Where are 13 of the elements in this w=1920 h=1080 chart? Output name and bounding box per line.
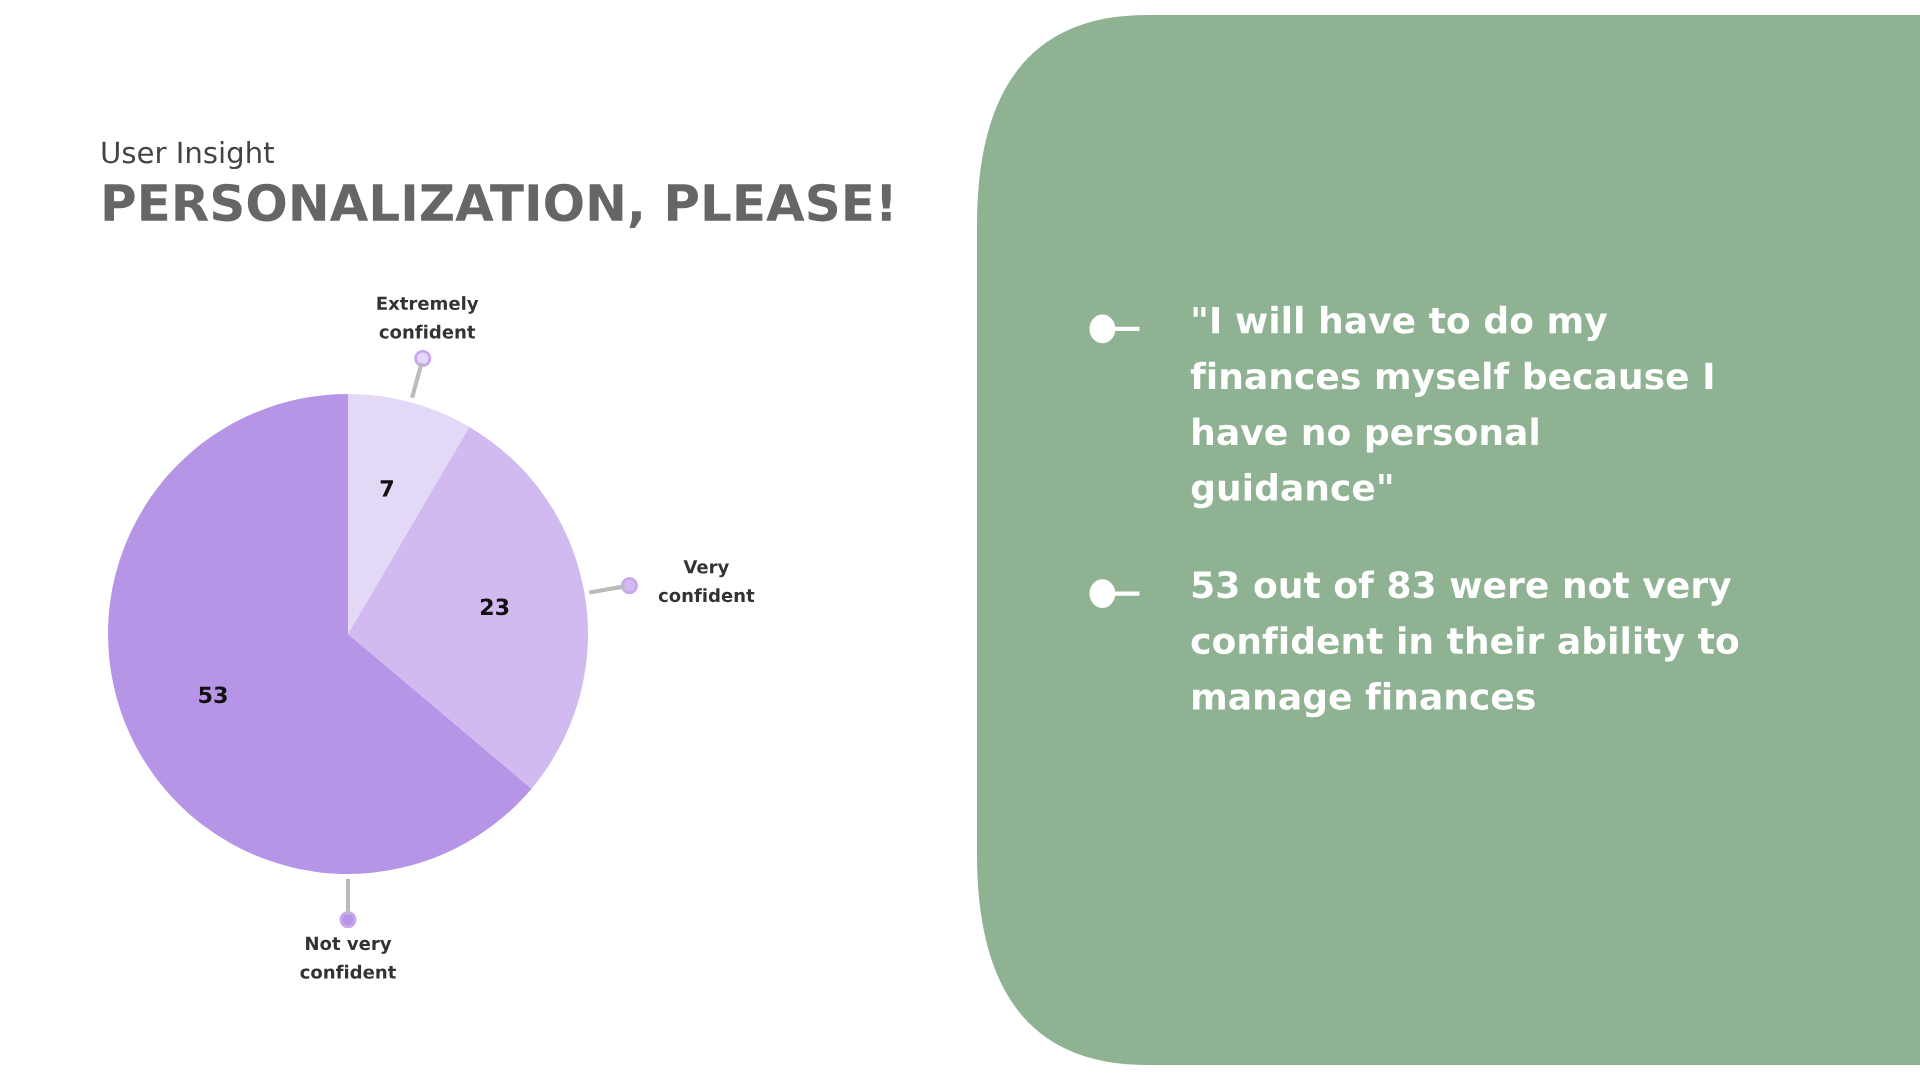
pie-slice bbox=[108, 394, 532, 874]
data-label: 23 bbox=[480, 598, 509, 616]
data-label: 53 bbox=[199, 686, 227, 704]
data-label: 7 bbox=[380, 480, 393, 497]
chart-subtitle: User Insight bbox=[102, 140, 274, 170]
legend-label: Not very confident bbox=[300, 936, 396, 979]
text: 53 out of 83 were not very confident in their ability to manage finances bbox=[1191, 570, 1739, 718]
text: "I will have to do my finances myself because I have no personal guidance" bbox=[1190, 305, 1713, 509]
slice-label: Extremely confident bbox=[377, 296, 479, 339]
pie-slice bbox=[348, 426, 588, 789]
pie-slice bbox=[348, 394, 470, 634]
chart-title: PERSONALIZATION, PLEASE! bbox=[104, 183, 891, 228]
slice-label: Very confident bbox=[658, 560, 755, 603]
